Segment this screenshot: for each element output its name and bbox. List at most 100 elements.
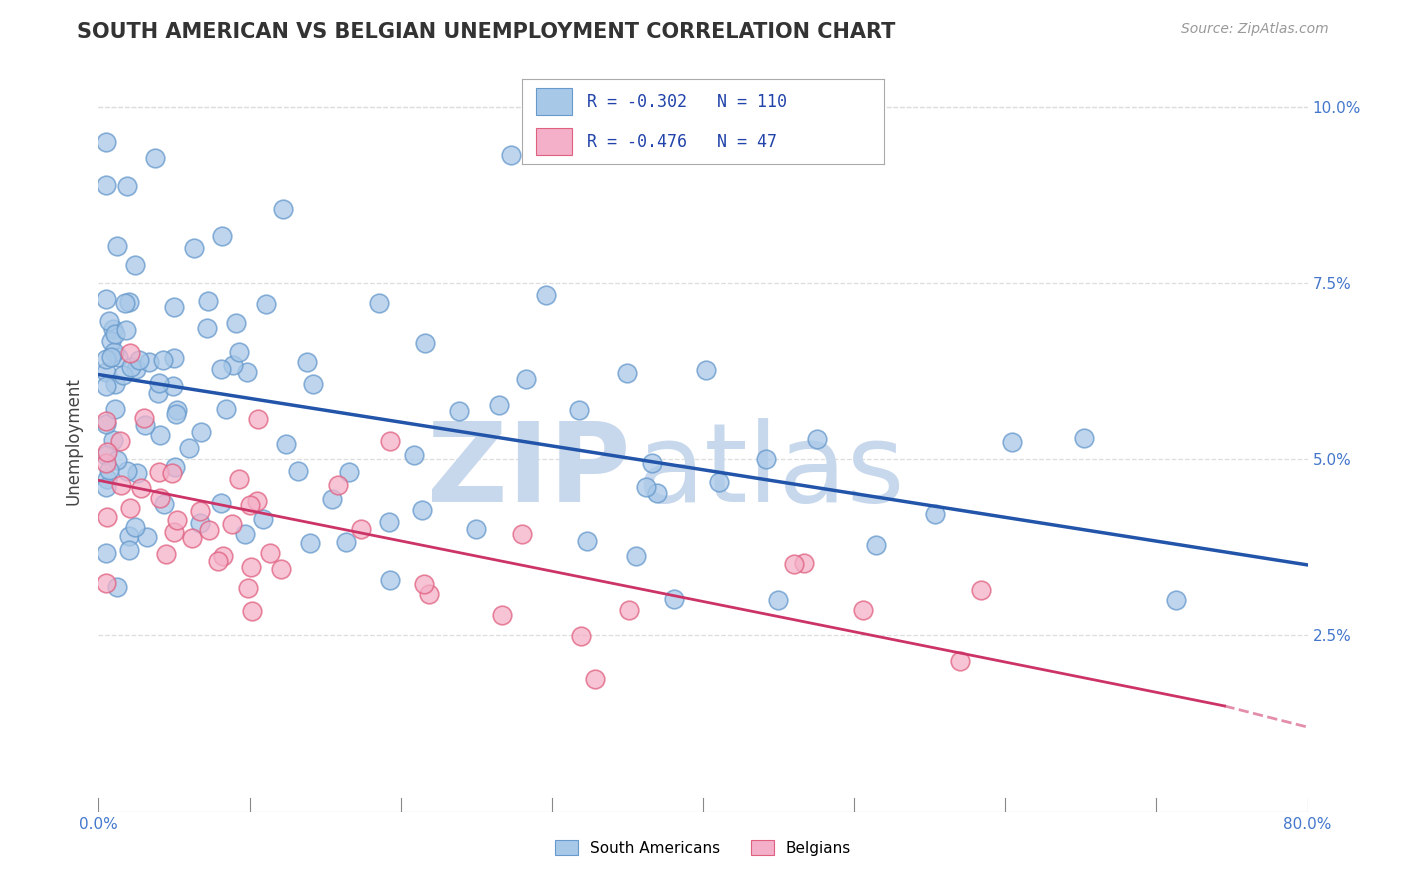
Point bbox=[110, 477, 132, 491]
Point bbox=[105, 239, 128, 253]
Point bbox=[491, 608, 513, 623]
Point bbox=[575, 533, 598, 548]
Point bbox=[259, 546, 281, 560]
Point bbox=[295, 354, 318, 368]
Point bbox=[132, 411, 155, 425]
Point bbox=[120, 500, 142, 515]
Point bbox=[96, 472, 118, 486]
Point bbox=[536, 287, 558, 301]
Point bbox=[464, 522, 486, 536]
Point bbox=[240, 604, 263, 618]
Point bbox=[94, 135, 117, 149]
Point bbox=[125, 361, 148, 376]
Point bbox=[301, 377, 323, 392]
Point bbox=[105, 453, 128, 467]
Point bbox=[118, 543, 141, 558]
Point bbox=[695, 363, 717, 377]
Point bbox=[197, 294, 219, 309]
Text: SOUTH AMERICAN VS BELGIAN UNEMPLOYMENT CORRELATION CHART: SOUTH AMERICAN VS BELGIAN UNEMPLOYMENT C… bbox=[77, 22, 896, 42]
Point bbox=[404, 448, 426, 462]
Point bbox=[124, 520, 146, 534]
Point bbox=[755, 451, 778, 466]
Point bbox=[131, 481, 153, 495]
Point bbox=[181, 531, 204, 545]
Point bbox=[120, 359, 142, 374]
Y-axis label: Unemployment: Unemployment bbox=[65, 377, 83, 506]
Point bbox=[117, 529, 139, 543]
Point bbox=[107, 350, 129, 364]
Point bbox=[418, 587, 440, 601]
Point bbox=[411, 502, 433, 516]
Point bbox=[183, 241, 205, 255]
Point bbox=[207, 553, 229, 567]
Point bbox=[148, 465, 170, 479]
Point bbox=[949, 654, 972, 668]
Point bbox=[617, 603, 640, 617]
Text: atlas: atlas bbox=[637, 417, 905, 524]
Point bbox=[1073, 431, 1095, 445]
Point bbox=[583, 672, 606, 686]
Point bbox=[378, 434, 401, 448]
Point bbox=[793, 556, 815, 570]
Point bbox=[1166, 593, 1188, 607]
Point bbox=[94, 576, 117, 591]
Point bbox=[104, 326, 127, 341]
Point bbox=[94, 379, 117, 393]
Point bbox=[337, 465, 360, 479]
Point bbox=[101, 322, 124, 336]
Point bbox=[252, 512, 274, 526]
Point bbox=[209, 496, 232, 510]
Point bbox=[94, 351, 117, 366]
Point bbox=[152, 352, 174, 367]
Point bbox=[108, 434, 131, 448]
Point bbox=[270, 562, 292, 576]
Point bbox=[236, 366, 259, 380]
Point bbox=[865, 538, 887, 552]
Point bbox=[115, 464, 138, 478]
Point bbox=[166, 513, 188, 527]
Point bbox=[246, 494, 269, 508]
Point bbox=[127, 466, 149, 480]
Point bbox=[105, 580, 128, 594]
Point bbox=[149, 491, 172, 505]
Point bbox=[616, 366, 638, 380]
Point bbox=[94, 456, 117, 470]
Point bbox=[198, 523, 221, 537]
Point bbox=[94, 178, 117, 193]
Point bbox=[378, 515, 401, 529]
Point bbox=[94, 546, 117, 560]
Point bbox=[271, 202, 294, 216]
Point bbox=[103, 345, 125, 359]
Point bbox=[287, 464, 309, 478]
Point bbox=[163, 351, 186, 366]
Point bbox=[97, 463, 120, 477]
Point bbox=[274, 436, 297, 450]
Point bbox=[624, 549, 647, 563]
Point bbox=[188, 503, 211, 517]
Point bbox=[367, 295, 389, 310]
Point bbox=[568, 402, 591, 417]
Point bbox=[641, 456, 664, 470]
Point bbox=[114, 324, 136, 338]
Point bbox=[1001, 435, 1024, 450]
Point bbox=[510, 527, 533, 541]
Point bbox=[413, 336, 436, 351]
Point bbox=[114, 296, 136, 310]
Point bbox=[128, 353, 150, 368]
Point bbox=[499, 148, 522, 162]
Point bbox=[190, 516, 212, 530]
Point bbox=[98, 314, 121, 328]
Point bbox=[707, 475, 730, 490]
Point bbox=[239, 498, 262, 512]
Point bbox=[94, 414, 117, 428]
Point bbox=[221, 517, 243, 532]
Point bbox=[94, 293, 117, 307]
Point bbox=[924, 507, 946, 521]
Text: ZIP: ZIP bbox=[427, 417, 630, 524]
Point bbox=[94, 481, 117, 495]
Point bbox=[806, 432, 828, 446]
Point bbox=[647, 486, 669, 500]
Point bbox=[148, 376, 170, 391]
Point bbox=[149, 428, 172, 442]
Point bbox=[782, 558, 804, 572]
